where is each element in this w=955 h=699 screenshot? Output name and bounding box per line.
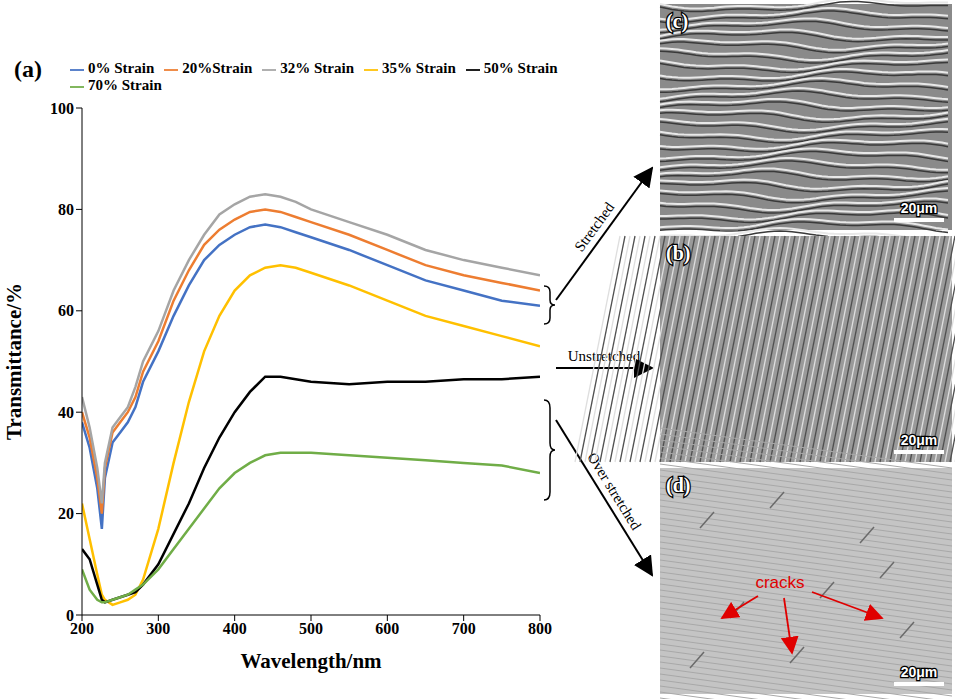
html-text:20%Strain: 20%Strain (182, 60, 253, 76)
svg-text:20μm: 20μm (901, 200, 938, 216)
svg-text:(d): (d) (666, 474, 690, 497)
svg-text:Wavelength/nm: Wavelength/nm (240, 649, 382, 673)
svg-text:20μm: 20μm (901, 664, 938, 680)
svg-text:200: 200 (70, 620, 94, 638)
svg-text:0: 0 (66, 607, 74, 624)
svg-text:20μm: 20μm (901, 432, 938, 448)
svg-text:(c): (c) (666, 10, 688, 33)
html-text:50% Strain: 50% Strain (483, 60, 558, 76)
svg-text:600: 600 (375, 620, 399, 637)
html-text:35% Strain: 35% Strain (382, 60, 456, 76)
svg-text:Over stretched: Over stretched (584, 450, 644, 534)
html-text:(a): (a) (14, 56, 42, 82)
svg-text:Transmittance/%: Transmittance/% (2, 283, 26, 440)
svg-text:800: 800 (528, 620, 552, 637)
svg-text:Stretched: Stretched (571, 199, 618, 255)
svg-text:40: 40 (58, 404, 74, 421)
svg-text:20: 20 (58, 505, 74, 522)
html-text:70% Strain: 70% Strain (88, 77, 162, 93)
svg-text:80: 80 (58, 201, 74, 218)
svg-text:(b): (b) (666, 242, 690, 265)
html-text:32% Strain: 32% Strain (280, 60, 354, 76)
svg-text:cracks: cracks (755, 573, 804, 592)
svg-text:700: 700 (452, 620, 476, 637)
svg-text:100: 100 (50, 100, 74, 117)
svg-text:60: 60 (58, 302, 74, 319)
svg-text:500: 500 (299, 620, 323, 637)
svg-text:400: 400 (223, 620, 247, 637)
html-text:0% Strain: 0% Strain (88, 60, 155, 76)
svg-text:300: 300 (146, 620, 170, 637)
svg-text:Unstretched: Unstretched (568, 348, 641, 364)
